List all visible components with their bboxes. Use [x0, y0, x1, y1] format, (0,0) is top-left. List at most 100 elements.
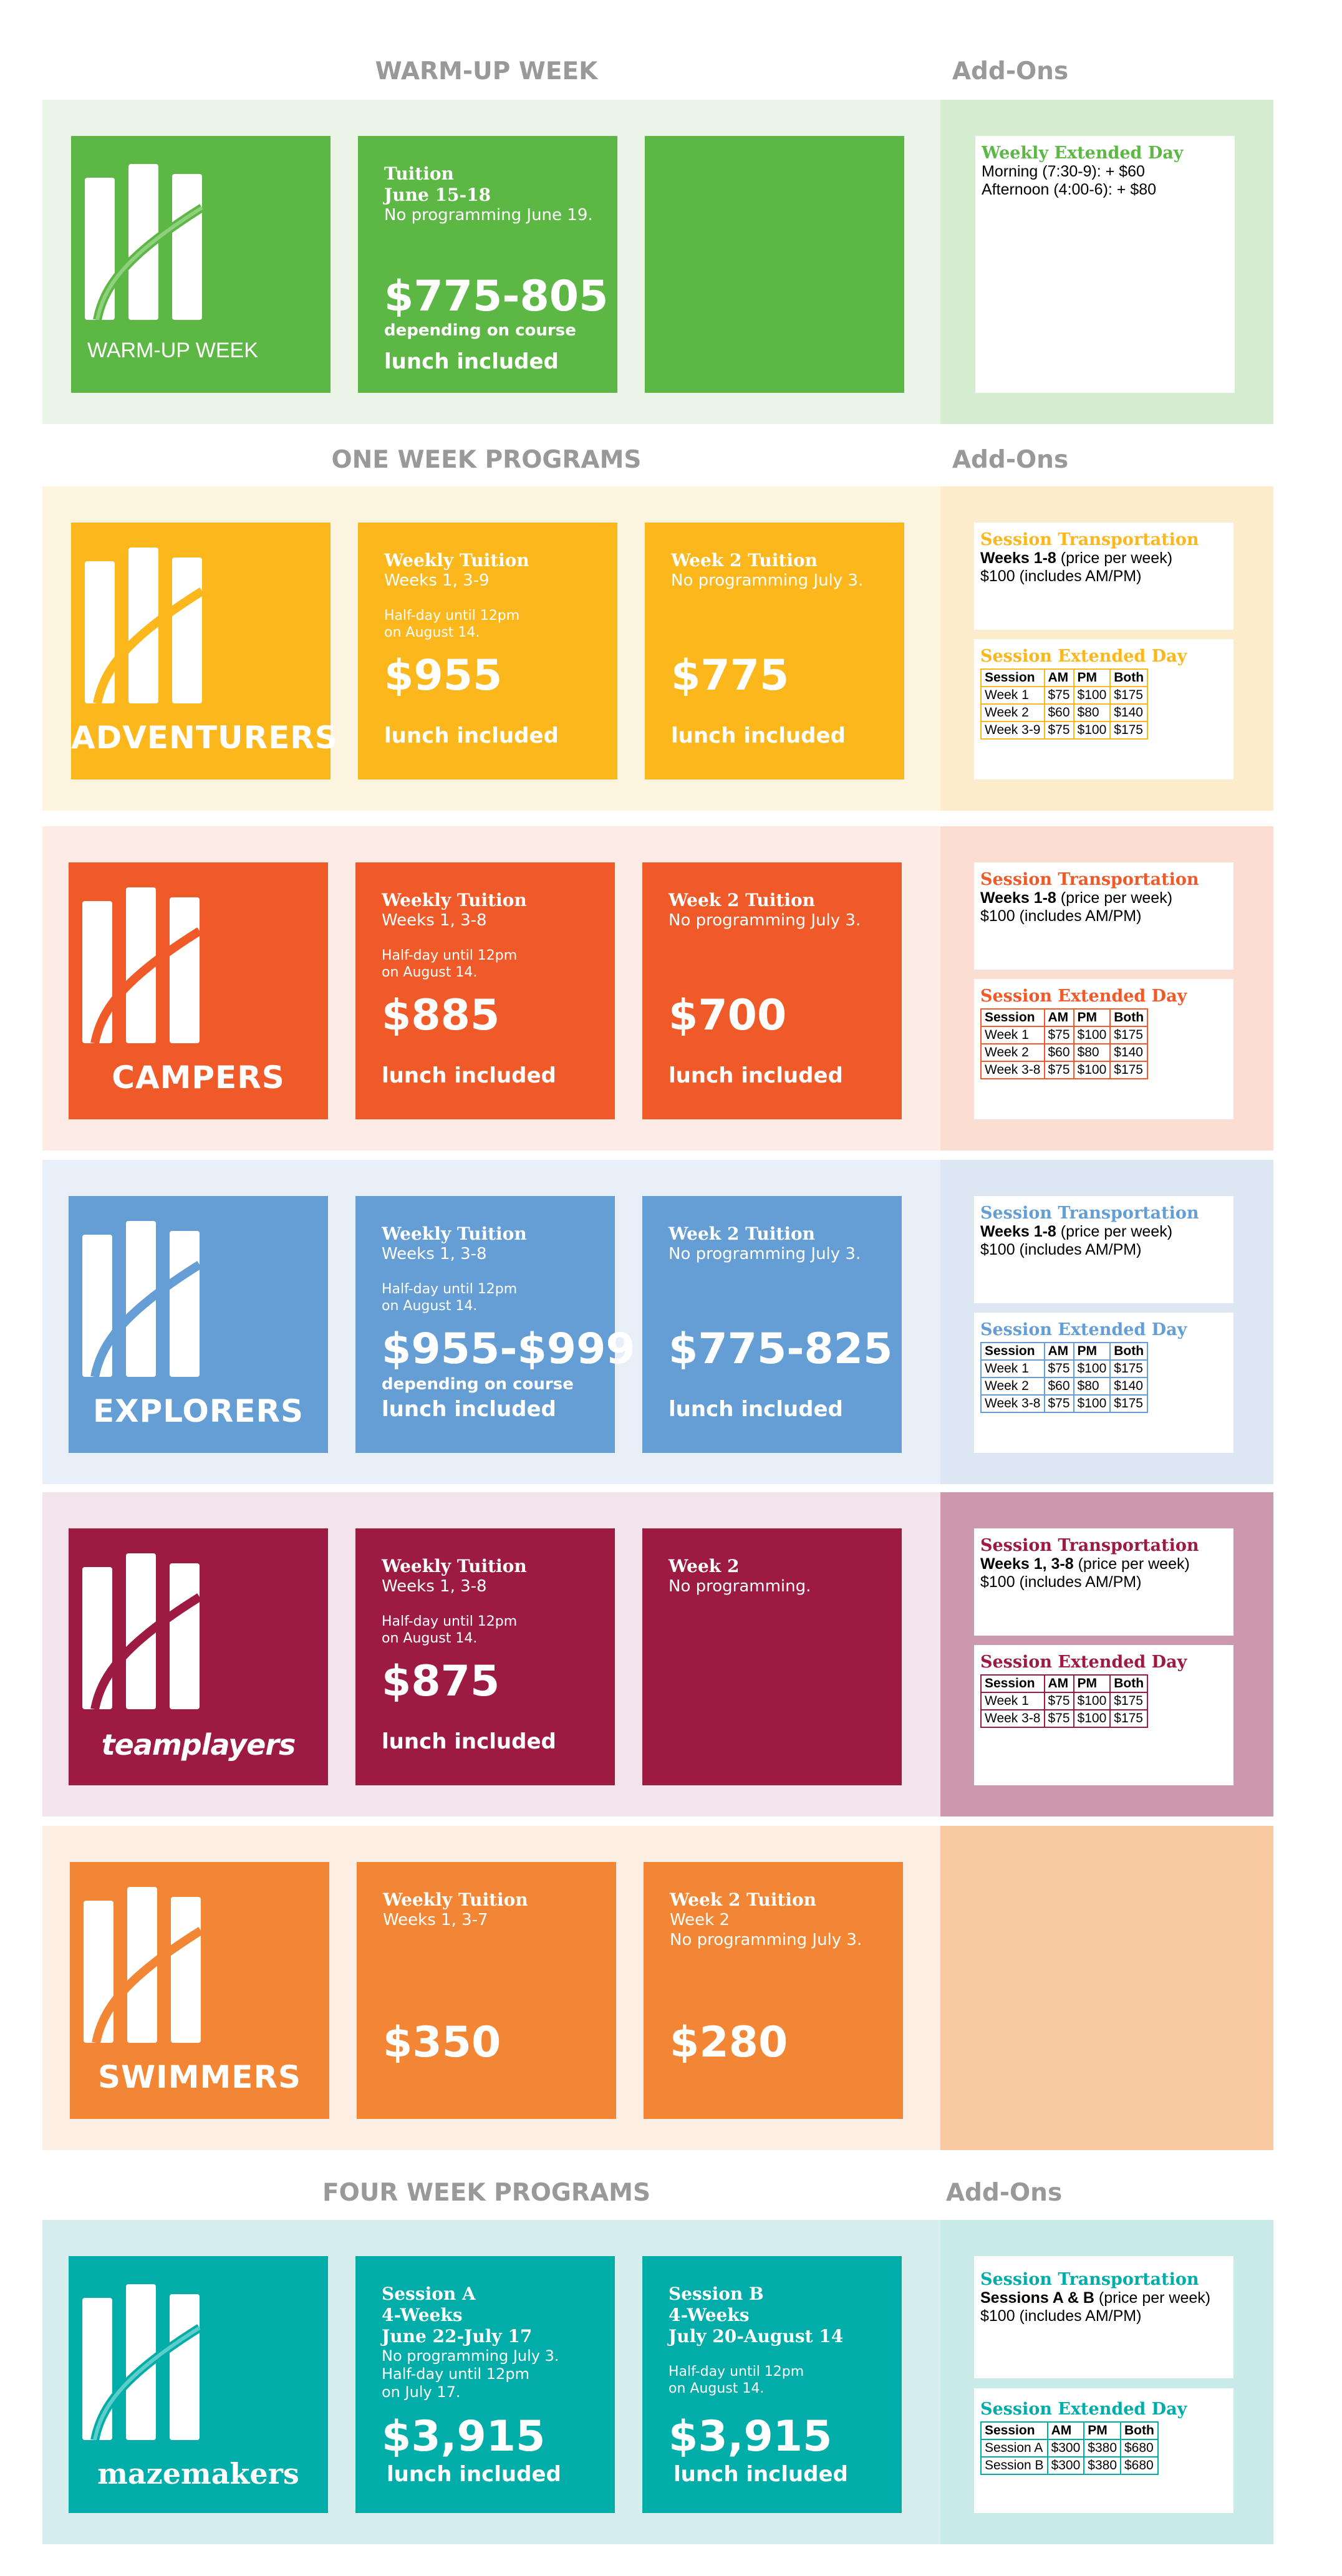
session-b-sub: 4-Weeks [669, 2305, 750, 2325]
campers-extended-header-cell: AM [1043, 1008, 1074, 1027]
session-b-note1: Half-day until 12pm [669, 2364, 804, 2380]
adventurers-extended-cell: $100 [1073, 686, 1111, 705]
session-a-dates: June 22-July 17 [382, 2326, 533, 2347]
explorers-half-day-note: Half-day until 12pm [382, 1281, 518, 1297]
adventurers-extended-table: Session AM PM Both Week 1 $75 $100 $175 Week 2 $6… [980, 668, 1149, 740]
warmup-extended-morning: Morning (7:30-9): + $60 [982, 163, 1145, 180]
teamplayers-extended-cell: $175 [1109, 1692, 1149, 1710]
campers-logo-name: CAMPERS [112, 1059, 285, 1096]
mazemakers-transport-per-week: (price per week) [1094, 2289, 1211, 2307]
adventurers-logo-tile: ADVENTURERS [71, 523, 338, 779]
campers-extended-row: Week 1 $75 $100 $175 [980, 1026, 1149, 1044]
explorers-week2-price: $775-825 [669, 1324, 893, 1374]
mazemakers-extended-row: Session A $300 $380 $680 [980, 2439, 1159, 2458]
teamplayers-transport-line1: Weeks 1, 3-8 (price per week) [980, 1555, 1227, 1573]
explorers-extended-cell: Week 3-8 [980, 1394, 1045, 1413]
campers-extended-row: Week 3-8 $75 $100 $175 [980, 1061, 1149, 1079]
explorers-half-day-date: on August 14. [382, 1298, 478, 1314]
campers-week2-lunch: lunch included [669, 1063, 843, 1088]
explorers-extended-table: Session AM PM Both Week 1 $75 $100 $175 Week 2 $6… [980, 1342, 1149, 1413]
adventurers-extended-cell: $140 [1109, 703, 1149, 722]
swimmers-week2-sub2: No programming July 3. [670, 1931, 862, 1949]
warmup-extended-day-card: Weekly Extended Day Morning (7:30-9): + … [975, 136, 1235, 393]
explorers-transport-title: Session Transportation [980, 1204, 1199, 1223]
warmup-tuition-price-note: depending on course [384, 321, 576, 340]
campers-extended-row: Week 2 $60 $80 $140 [980, 1043, 1149, 1062]
warmup-extended-day-title: Weekly Extended Day [982, 143, 1184, 163]
adventurers-extended-title: Session Extended Day [980, 647, 1187, 666]
campers-weekly-price: $885 [382, 991, 500, 1040]
campers-weekly-lunch: lunch included [382, 1063, 556, 1088]
warmup-logo-icon [85, 164, 205, 320]
teamplayers-transport-per-week: (price per week) [1073, 1555, 1190, 1573]
session-a-label: Session A [382, 2284, 476, 2304]
adventurers-extended-cell: $175 [1109, 686, 1149, 705]
campers-transport-title: Session Transportation [980, 870, 1199, 889]
adventurers-weekly-tuition-label: Weekly Tuition [384, 550, 529, 571]
warmup-tuition-price: $775-805 [384, 272, 609, 321]
one-week-section-header: ONE WEEK PROGRAMS [331, 446, 642, 474]
adventurers-logo-name: ADVENTURERS [71, 720, 338, 756]
teamplayers-extended-cell: $100 [1073, 1709, 1111, 1728]
adventurers-extended-header-cell: PM [1073, 668, 1111, 687]
adventurers-transport-line1: Weeks 1-8 (price per week) [980, 549, 1227, 567]
teamplayers-transport-price: $100 (includes AM/PM) [980, 1573, 1142, 1591]
warmup-tuition-lunch: lunch included [384, 349, 559, 374]
adventurers-half-day-date: on August 14. [384, 625, 480, 640]
campers-extended-cell: $175 [1109, 1061, 1149, 1079]
teamplayers-extended-header-cell: Session [980, 1674, 1045, 1693]
mazemakers-extended-header-cell: Session [980, 2421, 1048, 2440]
explorers-extended-title: Session Extended Day [980, 1320, 1187, 1339]
explorers-extended-cell: $100 [1073, 1394, 1111, 1413]
explorers-week2-label: Week 2 Tuition [669, 1223, 816, 1244]
mazemakers-extended-row: Session B $300 $380 $680 [980, 2456, 1159, 2475]
mazemakers-transport-title: Session Transportation [980, 2270, 1199, 2289]
adventurers-extended-cell: $100 [1073, 721, 1111, 740]
one-week-addons-header: Add-Ons [952, 446, 1069, 474]
mazemakers-logo-tile: mazemakers [69, 2256, 328, 2513]
warmup-logo-name: WARM-UP WEEK [87, 339, 258, 362]
teamplayers-weekly-tuition-weeks: Weeks 1, 3-8 [382, 1577, 487, 1596]
teamplayers-weekly-price: $875 [382, 1657, 500, 1706]
session-b-note2: on August 14. [669, 2381, 765, 2396]
explorers-extended-row: Week 3-8 $75 $100 $175 [980, 1394, 1149, 1413]
mazemakers-extended-cell: $380 [1083, 2456, 1121, 2475]
campers-weekly-tuition-weeks: Weeks 1, 3-8 [382, 911, 487, 930]
explorers-extended-card: Session Extended Day Session AM PM Both Week … [974, 1313, 1233, 1453]
campers-extended-cell: $75 [1043, 1026, 1074, 1044]
explorers-extended-cell: $75 [1043, 1359, 1074, 1378]
campers-transport-per-week: (price per week) [1056, 889, 1173, 907]
explorers-weekly-tuition-weeks: Weeks 1, 3-8 [382, 1245, 487, 1263]
teamplayers-logo-tile: teamplayers [69, 1528, 328, 1785]
explorers-transport-line1: Weeks 1-8 (price per week) [980, 1223, 1227, 1241]
session-a-price: $3,915 [382, 2412, 546, 2461]
adventurers-transport-title: Session Transportation [980, 530, 1199, 549]
explorers-extended-header-cell: Session [980, 1342, 1045, 1361]
warmup-addons-header: Add-Ons [952, 57, 1069, 85]
adventurers-week2-tile: Week 2 Tuition No programming July 3. $775… [645, 523, 904, 779]
mazemakers-logo-icon [82, 2284, 202, 2440]
teamplayers-half-day-date: on August 14. [382, 1631, 478, 1646]
adventurers-extended-cell: $80 [1073, 703, 1111, 722]
campers-extended-cell: $140 [1109, 1043, 1149, 1062]
campers-transport-line1: Weeks 1-8 (price per week) [980, 889, 1227, 907]
teamplayers-weekly-tuition-label: Weekly Tuition [382, 1556, 527, 1576]
explorers-logo-icon [82, 1221, 202, 1377]
explorers-transport-weeks: Weeks 1-8 [980, 1223, 1056, 1240]
warmup-tuition-dates: June 15-18 [384, 185, 491, 205]
swimmers-weekly-price: $350 [383, 2018, 501, 2067]
campers-extended-header-cell: Both [1109, 1008, 1149, 1027]
explorers-logo-tile: EXPLORERS [69, 1196, 328, 1453]
mazemakers-session-a-tile: Session A 4-Weeks June 22-July 17 No pro… [355, 2256, 615, 2513]
explorers-extended-cell: $80 [1073, 1377, 1111, 1396]
teamplayers-transport-card: Session Transportation Weeks 1, 3-8 (pric… [974, 1528, 1233, 1636]
adventurers-extended-header-cell: Both [1109, 668, 1149, 687]
adventurers-half-day-note: Half-day until 12pm [384, 608, 520, 624]
swimmers-week2-price: $280 [670, 2018, 788, 2067]
adventurers-extended-cell: Week 2 [980, 703, 1045, 722]
adventurers-weekly-price: $955 [384, 651, 503, 700]
mazemakers-extended-header-cell: AM [1046, 2421, 1085, 2440]
campers-logo-icon [82, 887, 202, 1043]
swimmers-week2-label: Week 2 Tuition [670, 1889, 817, 1910]
adventurers-extended-card: Session Extended Day Session AM PM Both Week … [974, 639, 1233, 779]
